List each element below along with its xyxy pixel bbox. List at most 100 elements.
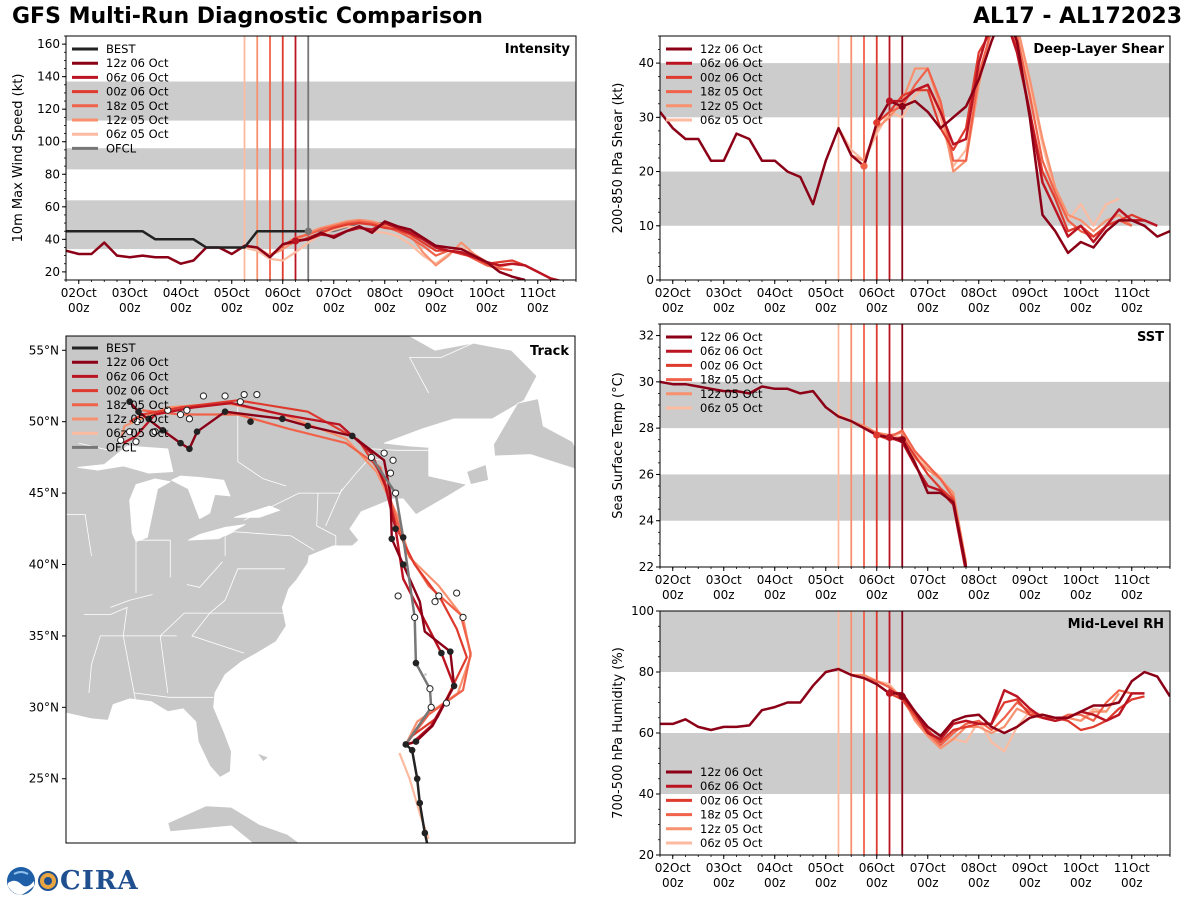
intensity-legend-label-06z-05-oct: 06z 05 Oct: [106, 127, 169, 141]
track-marker-open: [426, 847, 432, 853]
track-legend-label-best: BEST: [106, 341, 136, 355]
intensity-y-tick-label: 100: [37, 135, 60, 149]
rh-series-12z-05-oct: [851, 673, 1120, 750]
track-marker-open: [133, 418, 141, 426]
sst-x-tick-label: 02Oct: [655, 573, 691, 587]
intensity-panel-title: Intensity: [505, 42, 571, 57]
shear-x-tick-sublabel: 00z: [764, 301, 786, 315]
track-marker-open: [394, 592, 402, 600]
intensity-legend-label-06z-06-oct: 06z 06 Oct: [106, 70, 169, 84]
track-marker-open: [453, 589, 461, 597]
sst-legend-label-00z-06-oct: 00z 06 Oct: [700, 358, 763, 372]
rh-series-12z-06-oct: [660, 667, 1170, 738]
sst-x-tick-sublabel: 00z: [1019, 588, 1041, 602]
sst-x-tick-sublabel: 00z: [662, 588, 684, 602]
intensity-y-tick-label: 140: [37, 70, 60, 84]
track-lat-label: 55°N: [29, 343, 59, 357]
track-chart: 25°N30°N35°N40°N45°N50°N55°N TrackBEST12z…: [29, 335, 576, 853]
sst-x-tick-sublabel: 00z: [713, 588, 735, 602]
sst-band-1: [660, 381, 1170, 429]
track-marker-open: [132, 438, 140, 446]
intensity-x-tick-label: 11Oct: [520, 286, 556, 300]
track-marker-open: [164, 406, 172, 414]
track-lat-label: 25°N: [29, 772, 59, 786]
sst-x-tick-label: 09Oct: [1012, 573, 1048, 587]
track-marker-filled: [388, 535, 396, 543]
shear-x-tick-sublabel: 00z: [662, 301, 684, 315]
sst-x-tick-label: 10Oct: [1063, 573, 1099, 587]
state-border-7: [224, 531, 315, 556]
intensity-legend-label-ofcl: OFCL: [106, 141, 137, 155]
shear-x-tick-sublabel: 00z: [1019, 301, 1041, 315]
sst-x-tick-sublabel: 00z: [815, 588, 837, 602]
intensity-x-tick-sublabel: 00z: [323, 301, 345, 315]
shear-x-tick-label: 11Oct: [1114, 286, 1150, 300]
sst-y-tick-label: 30: [639, 375, 654, 389]
intensity-chart: 2040608010012014016002Oct00z03Oct00z04Oc…: [11, 35, 577, 315]
track-marker-open: [411, 613, 419, 621]
cape-breton-land: [466, 464, 489, 485]
sst-init-marker-12z-06-oct: [898, 436, 906, 444]
sst-x-tick-sublabel: 00z: [1121, 588, 1143, 602]
rh-x-tick-label: 04Oct: [757, 861, 793, 875]
sst-chart: 22242628303202Oct00z03Oct00z04Oct00z05Oc…: [611, 323, 1171, 602]
track-18z-05-oct: [142, 409, 472, 746]
track-marker-filled: [412, 738, 420, 745]
intensity-x-tick-label: 10Oct: [469, 286, 505, 300]
rh-legend-label-12z-06-oct: 12z 06 Oct: [700, 765, 763, 779]
rh-x-tick-sublabel: 00z: [662, 876, 684, 890]
lake-huron: [170, 475, 231, 520]
andros-land: [252, 777, 262, 789]
sst-y-tick-label: 24: [639, 514, 654, 528]
track-marker-filled: [413, 775, 421, 783]
track-legend-label-06z-06-oct: 06z 06 Oct: [106, 369, 169, 383]
rh-y-tick-label: 100: [631, 604, 654, 618]
track-marker-filled: [392, 525, 399, 533]
shear-init-marker-06z-06-oct: [885, 97, 894, 105]
shear-legend-label-00z-06-oct: 00z 06 Oct: [700, 70, 763, 84]
intensity-x-tick-sublabel: 00z: [68, 301, 90, 315]
intensity-x-tick-label: 06Oct: [265, 286, 301, 300]
rh-plot-area: [660, 611, 1170, 855]
track-marker-filled: [304, 422, 312, 430]
province-border-nb: [371, 448, 435, 451]
track-marker-filled: [446, 648, 454, 655]
shear-y-tick-label: 30: [639, 110, 654, 124]
track-marker-open: [253, 390, 261, 399]
intensity-series-00z-06-oct: [282, 222, 539, 273]
sst-x-tick-label: 08Oct: [961, 573, 997, 587]
track-marker-open: [240, 390, 248, 399]
rh-y-tick-label: 80: [639, 665, 654, 679]
state-border-11: [110, 594, 153, 608]
sst-x-tick-sublabel: 00z: [917, 588, 939, 602]
track-marker-filled: [221, 408, 229, 415]
track-marker-open: [117, 436, 125, 444]
sst-x-tick-sublabel: 00z: [866, 588, 888, 602]
track-legend-label-18z-05-oct: 18z 05 Oct: [106, 398, 169, 412]
track-lat-label: 30°N: [29, 700, 59, 714]
intensity-x-tick-sublabel: 00z: [272, 301, 294, 315]
shear-y-tick-label: 40: [639, 56, 654, 70]
rh-x-tick-label: 05Oct: [808, 861, 844, 875]
shear-x-tick-sublabel: 00z: [866, 301, 888, 315]
sst-legend-label-18z-05-oct: 18z 05 Oct: [700, 373, 763, 387]
track-marker-open: [151, 428, 159, 436]
rh-legend-label-06z-05-oct: 06z 05 Oct: [700, 836, 763, 850]
state-border-12: [186, 561, 223, 588]
intensity-series-best: [66, 229, 309, 249]
track-legend-label-12z-06-oct: 12z 06 Oct: [106, 355, 169, 369]
shear-x-tick-sublabel: 00z: [815, 301, 837, 315]
rh-x-tick-label: 10Oct: [1063, 861, 1099, 875]
shear-series-12z-06-oct: [660, 36, 1170, 255]
shear-x-tick-sublabel: 00z: [1121, 301, 1143, 315]
rh-x-tick-label: 02Oct: [655, 861, 691, 875]
state-border-5: [191, 568, 285, 654]
intensity-plot-area: [66, 36, 563, 280]
intensity-init-marker-ofcl: [304, 227, 312, 235]
sst-x-tick-sublabel: 00z: [968, 588, 990, 602]
figure-title: GFS Multi-Run Diagnostic Comparison: [12, 4, 483, 29]
sst-plot-area: [660, 324, 968, 567]
state-border-4: [134, 692, 214, 698]
